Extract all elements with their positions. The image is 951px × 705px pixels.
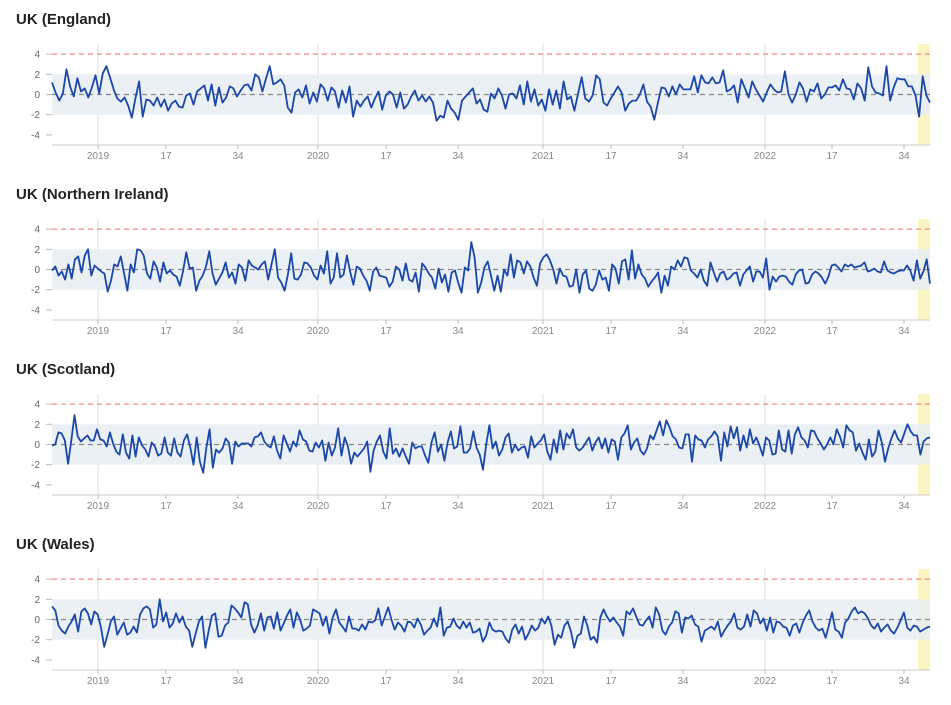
x-tick-label: 17 [160, 676, 172, 687]
x-tick-label: 34 [677, 501, 689, 512]
x-tick-label: 2022 [754, 501, 777, 512]
x-tick-label: 2019 [87, 676, 110, 687]
x-tick-label: 2022 [754, 676, 777, 687]
y-tick-label: 4 [34, 575, 40, 586]
y-tick-label: -4 [31, 480, 40, 491]
x-tick-label: 2022 [754, 326, 777, 337]
x-tick-label: 34 [898, 676, 910, 687]
y-tick-label: 4 [34, 400, 40, 411]
panel-title: UK (Scotland) [16, 361, 116, 378]
x-tick-label: 17 [605, 151, 617, 162]
x-tick-label: 17 [160, 326, 172, 337]
x-tick-label: 34 [898, 151, 910, 162]
x-tick-label: 17 [605, 501, 617, 512]
x-tick-label: 17 [380, 326, 392, 337]
series-line [51, 414, 931, 474]
x-tick-label: 2021 [532, 151, 555, 162]
northern-ireland-plot: 4 2 0 -2 -4 2019 17 34 2020 17 34 2021 17 34 2022 17 34 [31, 219, 931, 337]
y-tick-label: -4 [31, 655, 40, 666]
x-tick-label: 2020 [307, 501, 330, 512]
x-tick-label: 17 [605, 326, 617, 337]
x-tick-label: 2021 [532, 501, 555, 512]
y-tick-label: -2 [31, 110, 40, 121]
x-tick-label: 34 [677, 676, 689, 687]
y-tick-label: 2 [34, 245, 40, 256]
y-tick-label: -2 [31, 285, 40, 296]
x-tick-label: 2019 [87, 501, 110, 512]
x-tick-label: 17 [160, 151, 172, 162]
panel-england: UK (England) 4 2 0 -2 -4 2019 17 34 2020 17 34 2021… [0, 0, 951, 175]
panel-title: UK (Wales) [16, 536, 95, 553]
y-tick-label: 2 [34, 420, 40, 431]
y-tick-label: -4 [31, 130, 40, 141]
x-tick-label: 17 [380, 151, 392, 162]
x-tick-label: 34 [452, 501, 464, 512]
x-tick-label: 17 [826, 501, 838, 512]
x-tick-label: 34 [898, 501, 910, 512]
x-tick-label: 17 [380, 501, 392, 512]
panel-scotland: UK (Scotland) 4 2 0 -2 -4 2019 17 34 2020 17 34 202… [0, 350, 951, 525]
x-tick-label: 2021 [532, 676, 555, 687]
x-tick-label: 17 [826, 326, 838, 337]
x-tick-label: 34 [677, 326, 689, 337]
y-tick-label: 0 [34, 440, 40, 451]
x-tick-label: 34 [232, 501, 244, 512]
panel-northern-ireland: UK (Northern Ireland) 4 2 0 -2 -4 2019 17 34 202… [0, 175, 951, 350]
x-tick-label: 17 [605, 676, 617, 687]
panel-wales: UK (Wales) 4 2 0 -2 -4 2019 17 34 2020 17 34 2021 17… [0, 525, 951, 700]
scotland-plot: 4 2 0 -2 -4 2019 17 34 2020 17 34 2021 17 34 2022 17 34 [31, 394, 931, 512]
x-tick-label: 2022 [754, 151, 777, 162]
x-tick-label: 17 [380, 676, 392, 687]
x-tick-label: 34 [898, 326, 910, 337]
series-line [51, 65, 931, 122]
x-tick-label: 17 [160, 501, 172, 512]
x-tick-label: 2020 [307, 326, 330, 337]
x-tick-label: 34 [452, 151, 464, 162]
y-tick-label: -2 [31, 635, 40, 646]
y-tick-label: 2 [34, 70, 40, 81]
y-tick-label: 0 [34, 90, 40, 101]
x-tick-label: 34 [232, 676, 244, 687]
x-tick-label: 17 [826, 676, 838, 687]
x-tick-label: 2020 [307, 676, 330, 687]
wales-plot: 4 2 0 -2 -4 2019 17 34 2020 17 34 2021 17 34 2022 17 34 [31, 569, 931, 687]
x-tick-label: 2021 [532, 326, 555, 337]
x-tick-label: 34 [677, 151, 689, 162]
y-tick-label: 4 [34, 50, 40, 61]
y-tick-label: 0 [34, 265, 40, 276]
y-tick-label: 0 [34, 615, 40, 626]
x-tick-label: 34 [232, 151, 244, 162]
y-tick-label: 4 [34, 225, 40, 236]
x-tick-label: 34 [232, 326, 244, 337]
x-tick-label: 2020 [307, 151, 330, 162]
y-tick-label: 2 [34, 595, 40, 606]
x-tick-label: 2019 [87, 151, 110, 162]
panel-title: UK (Northern Ireland) [16, 186, 169, 203]
x-tick-label: 2019 [87, 326, 110, 337]
series-line [51, 241, 931, 294]
panel-title: UK (England) [16, 11, 111, 28]
series-line [51, 598, 931, 649]
x-tick-label: 17 [826, 151, 838, 162]
x-tick-label: 34 [452, 676, 464, 687]
x-tick-label: 34 [452, 326, 464, 337]
y-tick-label: -4 [31, 305, 40, 316]
y-tick-label: -2 [31, 460, 40, 471]
england-plot: 4 2 0 -2 -4 2019 17 34 2020 17 34 2021 17 34 2022 17 34 [31, 44, 931, 162]
